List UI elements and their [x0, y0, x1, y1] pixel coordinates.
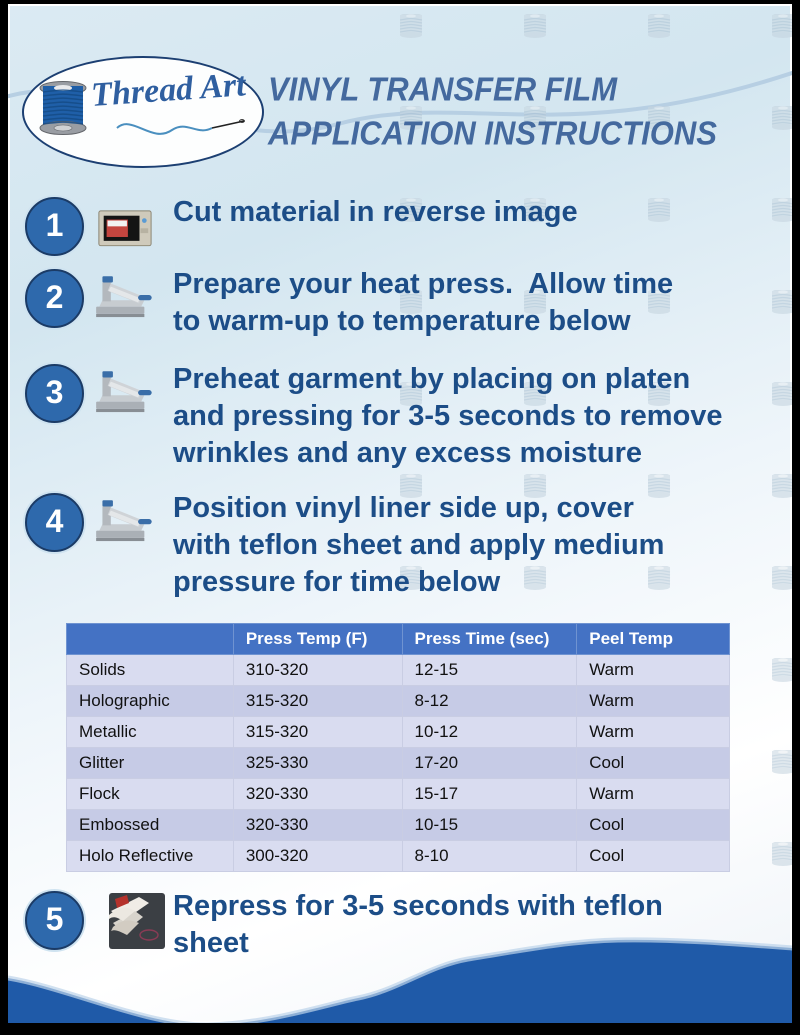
svg-text:Thread Art: Thread Art	[90, 66, 248, 114]
